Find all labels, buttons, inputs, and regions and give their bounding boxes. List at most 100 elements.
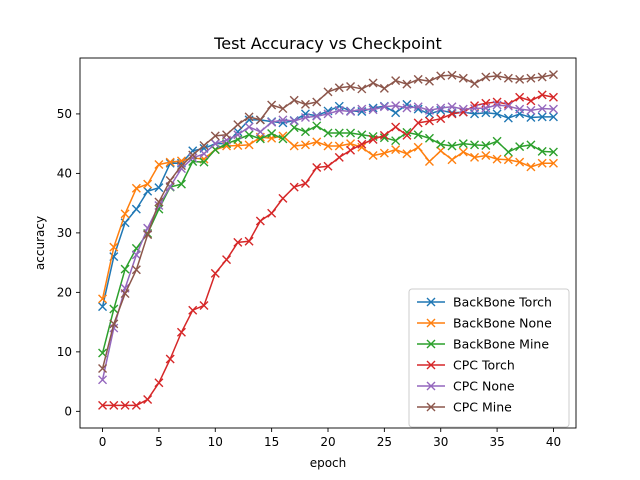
data-point: [503, 113, 513, 123]
data-point: [210, 139, 220, 149]
data-point: [548, 104, 558, 114]
data-point: [312, 121, 322, 131]
data-point: [165, 158, 175, 168]
data-point: [131, 250, 141, 260]
data-point: [334, 83, 344, 93]
data-point: [255, 115, 265, 125]
data-point: [334, 152, 344, 162]
data-point: [300, 112, 310, 122]
data-point: [176, 179, 186, 189]
data-point: [278, 131, 288, 141]
data-point: [131, 183, 141, 193]
data-point: [131, 204, 141, 214]
legend-label: BackBone Torch: [453, 295, 552, 310]
data-point: [165, 354, 175, 364]
series-backbone-mine: [98, 121, 558, 358]
data-point: [447, 109, 457, 119]
y-tick-label: 50: [57, 107, 72, 121]
legend-marker: [426, 381, 436, 391]
data-point: [199, 157, 209, 167]
data-point: [526, 73, 536, 83]
data-point: [188, 157, 198, 166]
data-point: [154, 159, 164, 169]
legend-frame: [408, 288, 570, 428]
data-point: [368, 135, 378, 144]
data-point: [357, 130, 367, 140]
data-point: [233, 237, 243, 247]
legend-marker: [426, 339, 436, 349]
data-point: [199, 300, 209, 310]
data-point: [402, 130, 412, 140]
data-point: [537, 158, 547, 168]
data-point: [233, 130, 243, 140]
data-point: [515, 157, 525, 167]
legend-label: BackBone None: [453, 316, 552, 331]
data-point: [413, 130, 423, 140]
legend: BackBone Torch BackBone None BackBone Mine…: [408, 288, 570, 428]
data-point: [515, 142, 525, 152]
data-point: [526, 112, 536, 122]
data-point: [357, 142, 367, 152]
data-point: [458, 104, 468, 114]
data-point: [334, 101, 344, 111]
y-axis: 0 10 20 30 40 50: [57, 107, 80, 418]
data-point: [548, 112, 558, 122]
x-tick-label: 20: [320, 435, 335, 449]
x-tick-label: 15: [264, 435, 279, 449]
data-point: [436, 71, 446, 81]
data-point: [548, 158, 558, 168]
data-point: [278, 104, 288, 114]
data-point: [470, 140, 480, 150]
data-point: [244, 236, 254, 246]
data-point: [470, 104, 480, 114]
data-point: [176, 161, 186, 171]
data-point: [199, 140, 209, 150]
data-point: [222, 255, 232, 265]
legend-label: CPC None: [453, 379, 515, 394]
legend-marker: [426, 402, 436, 412]
data-point: [278, 115, 288, 125]
data-point: [458, 147, 468, 157]
data-point: [515, 74, 525, 84]
data-point: [424, 133, 434, 143]
data-point: [379, 130, 389, 140]
data-point: [515, 104, 525, 114]
data-point: [402, 149, 412, 159]
data-point: [120, 209, 130, 219]
chart-title: Test Accuracy vs Checkpoint: [213, 34, 442, 53]
legend-marker: [426, 318, 436, 328]
data-point: [323, 161, 333, 171]
data-point: [391, 145, 401, 155]
data-point: [424, 157, 434, 166]
legend-label: BackBone Mine: [453, 337, 549, 352]
data-point: [548, 92, 558, 102]
data-point: [244, 122, 254, 132]
data-point: [492, 71, 502, 81]
data-point: [503, 101, 513, 111]
data-point: [368, 78, 378, 88]
data-point: [109, 304, 119, 314]
data-point: [312, 97, 322, 107]
series-cpc-none: [98, 100, 558, 385]
data-point: [413, 74, 423, 84]
data-point: [526, 140, 536, 150]
data-point: [233, 127, 243, 137]
series-cpc-mine: [98, 70, 558, 374]
data-point: [210, 268, 220, 278]
data-point: [379, 102, 389, 112]
data-point: [379, 133, 389, 143]
y-tick-label: 0: [64, 404, 72, 418]
data-point: [458, 139, 468, 149]
data-point: [357, 104, 367, 114]
data-point: [233, 120, 243, 130]
data-point: [537, 72, 547, 82]
data-point: [357, 139, 367, 149]
data-point: [109, 323, 119, 333]
data-point: [300, 140, 310, 150]
data-point: [267, 117, 277, 127]
data-point: [391, 108, 401, 118]
series-backbone-none: [98, 131, 558, 304]
data-point: [379, 83, 389, 93]
data-point: [447, 70, 457, 80]
data-point: [447, 155, 457, 165]
